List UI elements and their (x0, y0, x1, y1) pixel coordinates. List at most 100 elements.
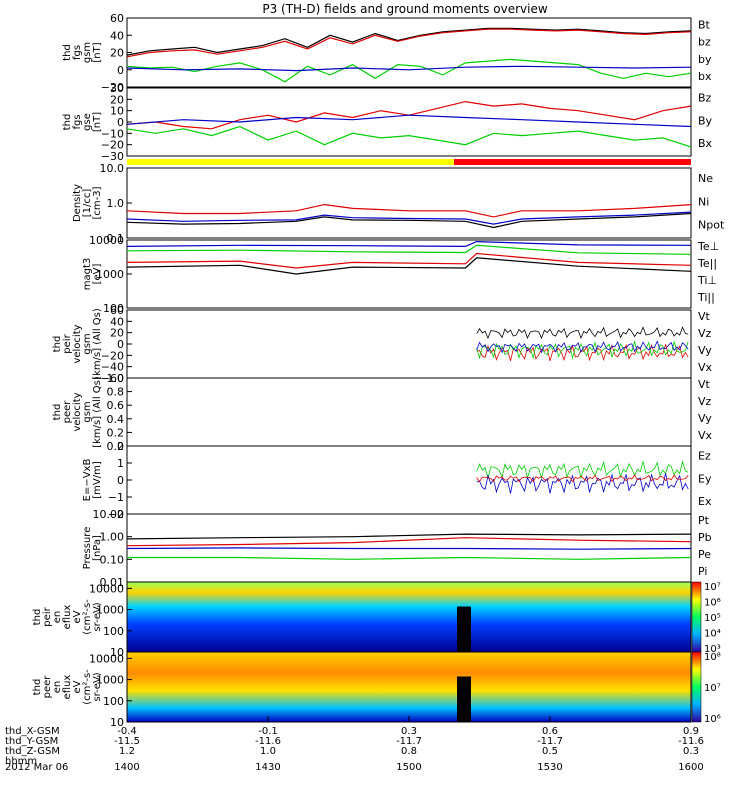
y-axis-label: [nPa] (92, 535, 103, 561)
colorbar-label: 10⁴ (704, 629, 721, 640)
colorbar-label: 10⁶ (704, 714, 721, 725)
ephemeris-value: -11.5 (114, 736, 140, 747)
y-tick-label: −10 (101, 127, 124, 140)
panel-frame (126, 309, 692, 379)
y-axis-label: peer (62, 400, 73, 424)
y-axis-label: eflux (62, 605, 73, 630)
y-tick-label: 0 (117, 338, 124, 351)
y-tick-label: 10 (110, 646, 124, 659)
panel-peir_spec: 10000 1000 100 10 thd peir en eflux eV (cm²-s-sr-… (32, 581, 721, 659)
series-bz (126, 28, 692, 58)
y-axis-label: gse (82, 113, 93, 131)
y-axis-label: gsm (82, 42, 93, 63)
y-tick-label: 0.10 (100, 553, 125, 566)
legend-Ni: Ni (698, 195, 709, 208)
y-axis-label: en (52, 681, 63, 694)
ephemeris-value: 0.6 (542, 726, 558, 737)
y-tick-label: 0 (117, 116, 124, 129)
series-By (126, 125, 692, 148)
panel-density: 10.0 1.0 0.1 Density [1/cc] [cm-3] Ne Ni Npot (72, 162, 725, 245)
y-tick-label: 10 (110, 105, 124, 118)
panel-frame (126, 377, 692, 447)
colorbar-label: 10⁶ (704, 598, 721, 609)
y-tick-label: 1.00 (100, 531, 125, 544)
series-by (126, 58, 692, 83)
legend-Te||: Te|| (697, 257, 717, 270)
date-label: 2012 Mar 06 (5, 762, 68, 773)
data-gap (457, 606, 471, 652)
legend-Vz: Vz (698, 327, 712, 340)
colorbar-label: 10⁷ (704, 683, 721, 694)
y-axis-label: eV (72, 680, 83, 693)
y-tick-label: 20 (110, 93, 124, 106)
ephemeris-value: -11.6 (255, 736, 281, 747)
y-tick-label: 10000 (89, 652, 124, 665)
burst-peir_velocity-red (476, 343, 689, 362)
y-axis-label: [mV/m] (92, 461, 103, 499)
colorbar (691, 581, 702, 653)
legend-Ti⊥: Ti⊥ (697, 274, 717, 287)
y-axis-label: fgs (72, 45, 83, 60)
y-tick-label: 10.00 (93, 508, 125, 521)
y-tick-label: 10 (110, 716, 124, 729)
y-axis-label: [cm-3] (92, 186, 103, 219)
legend-Pe: Pe (698, 548, 711, 561)
series-Bt (126, 27, 692, 56)
mode-bar-yellow (127, 159, 454, 165)
y-tick-label: 40 (110, 29, 124, 42)
panel-peer_spec: 10000 1000 100 10 thd peer en eflux eV (cm²-s-sr-… (32, 651, 721, 729)
y-axis-label: [nT] (92, 42, 103, 62)
y-axis-label: [1/cc] (82, 189, 93, 218)
series-Pe (127, 556, 692, 560)
y-tick-label: 10000 (89, 234, 124, 247)
y-tick-label: 0 (117, 64, 124, 77)
y-tick-label: 40 (110, 315, 124, 328)
ephemeris-footer: 2012 Mar 06 1400 1430 1500 1530 1600 thd_X-GS… (5, 716, 704, 773)
x-tick-label: 1500 (396, 762, 421, 773)
legend-bz: bz (698, 36, 711, 49)
ephemeris-value: 0.9 (683, 726, 699, 737)
ephemeris-value: 0.5 (542, 746, 558, 757)
series-Pt (126, 533, 692, 540)
series-Ti⊥ (126, 240, 692, 248)
y-axis-label: peir (62, 333, 73, 353)
y-tick-label: −40 (101, 361, 124, 374)
y-tick-label: −20 (101, 349, 124, 362)
x-tick-label: 1530 (537, 762, 562, 773)
panel-frame (126, 445, 692, 515)
ephemeris-value: -0.4 (117, 726, 137, 737)
y-axis-label: (cm²-s- (82, 669, 93, 705)
y-axis-label: thd (52, 404, 63, 421)
legend-Npot: Npot (698, 219, 725, 232)
y-tick-label: 100 (103, 625, 124, 638)
series-Ne (126, 203, 692, 218)
x-tick-label: 1600 (678, 762, 703, 773)
y-tick-label: 60 (110, 304, 124, 317)
spectrogram-peir_spec (127, 582, 691, 652)
colorbar-label: 10⁵ (704, 613, 721, 624)
ephemeris-label: hhmm (5, 756, 37, 767)
spectrogram-peer_spec (127, 652, 691, 722)
series-Te⊥ (126, 252, 692, 269)
ephemeris-value: 0.3 (401, 726, 417, 737)
legend-Vy: Vy (698, 412, 712, 425)
y-axis-label: sr-eV) (92, 672, 103, 701)
y-tick-label: 10000 (89, 582, 124, 595)
burst-efield-blue (476, 473, 689, 494)
y-axis-label: velocity (72, 392, 83, 431)
burst-peir_velocity-blue (476, 340, 689, 354)
ephemeris-label: thd_Y-GSM (5, 736, 58, 747)
y-tick-label: 2 (117, 440, 124, 453)
panel-fgs_gsm: 60 40 20 0 −20 thd fgs gsm [nT] Bt bz by bx (62, 12, 712, 94)
legend-Vy: Vy (698, 344, 712, 357)
legend-Vx: Vx (698, 429, 713, 442)
y-axis-label: en (52, 611, 63, 624)
legend-Ez: Ez (698, 450, 711, 463)
ephemeris-value: -11.7 (537, 736, 563, 747)
ephemeris-value: -11.6 (678, 736, 704, 747)
ephemeris-value: -11.7 (396, 736, 422, 747)
y-axis-label: E=−VxB (82, 459, 93, 502)
